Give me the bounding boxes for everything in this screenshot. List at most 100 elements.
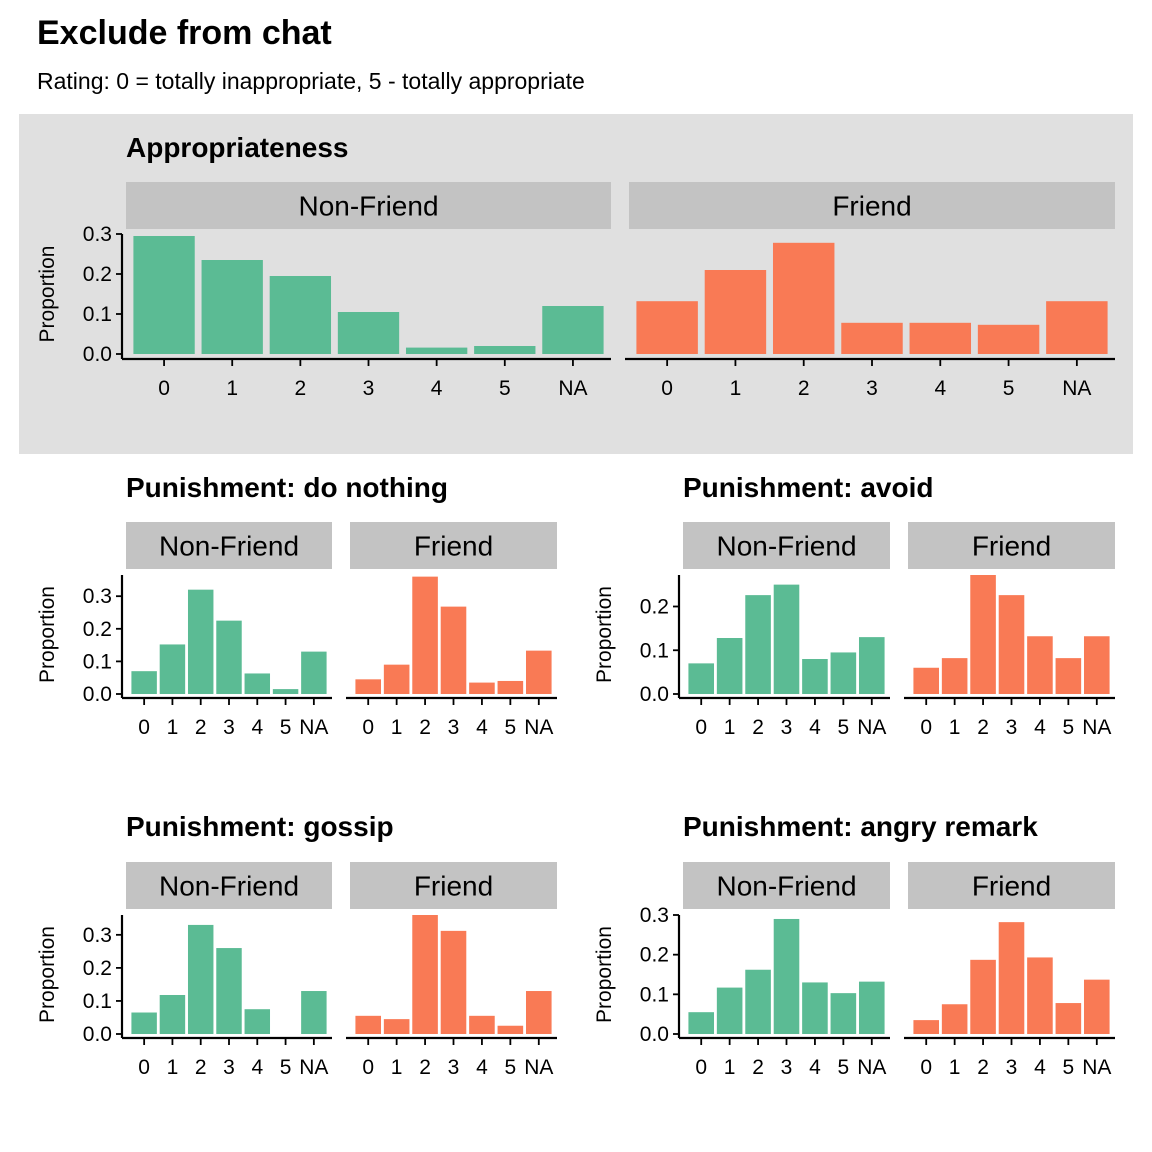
x-tick-label: 0 bbox=[138, 716, 150, 739]
bar-non-friend-2 bbox=[745, 969, 771, 1034]
bar-friend-5 bbox=[1055, 1003, 1082, 1034]
bar-friend-2 bbox=[970, 959, 996, 1034]
facet-strip bbox=[683, 862, 890, 909]
bar-non-friend-1 bbox=[716, 987, 743, 1034]
bar-non-friend-na bbox=[301, 991, 327, 1034]
bar-friend-2 bbox=[970, 575, 996, 694]
x-tick-label: 1 bbox=[730, 377, 742, 400]
bar-non-friend-4 bbox=[244, 1009, 271, 1034]
bar-friend-3 bbox=[998, 922, 1025, 1034]
x-tick-label: 3 bbox=[363, 377, 375, 400]
x-tick-label: 4 bbox=[1034, 716, 1046, 739]
bar-friend-0 bbox=[355, 1015, 382, 1034]
bar-non-friend-na bbox=[301, 651, 327, 694]
x-tick-label: 4 bbox=[809, 1056, 821, 1079]
x-tick-label: 2 bbox=[977, 1056, 989, 1079]
facet-strip bbox=[350, 522, 557, 569]
facet-strip bbox=[908, 862, 1115, 909]
x-tick-label: NA bbox=[299, 1056, 328, 1079]
y-tick-label: 0.3 bbox=[83, 223, 112, 246]
y-tick-label: 0.0 bbox=[640, 683, 669, 706]
facet-strip-label: Non-Friend bbox=[716, 531, 856, 562]
y-axis-label: Proportion bbox=[36, 246, 59, 343]
x-tick-label: 2 bbox=[752, 1056, 764, 1079]
y-tick-label: 0.1 bbox=[83, 303, 112, 326]
bar-non-friend-3 bbox=[773, 918, 800, 1034]
x-tick-label: 0 bbox=[920, 1056, 932, 1079]
x-tick-label: 4 bbox=[809, 716, 821, 739]
bar-non-friend-0 bbox=[131, 1012, 157, 1034]
y-tick-label: 0.0 bbox=[640, 1023, 669, 1046]
x-tick-label: 4 bbox=[431, 377, 443, 400]
y-tick-label: 0.3 bbox=[83, 924, 112, 947]
facet-strip bbox=[126, 862, 332, 909]
bar-non-friend-3 bbox=[216, 620, 242, 694]
x-tick-label: NA bbox=[299, 716, 328, 739]
bar-friend-0 bbox=[355, 679, 382, 694]
bar-non-friend-2 bbox=[269, 276, 332, 354]
y-tick-label: 0.0 bbox=[83, 1023, 112, 1046]
bar-non-friend-1 bbox=[716, 638, 743, 694]
chart-title: Punishment: avoid bbox=[683, 472, 933, 503]
bar-non-friend-0 bbox=[133, 236, 195, 354]
y-tick-label: 0.1 bbox=[83, 650, 112, 673]
facet-strip-label: Non-Friend bbox=[159, 531, 299, 562]
facet-strip bbox=[908, 522, 1115, 569]
y-tick-label: 0.3 bbox=[640, 904, 669, 927]
x-tick-label: 5 bbox=[1063, 1056, 1075, 1079]
bar-non-friend-2 bbox=[187, 589, 214, 694]
bar-non-friend-4 bbox=[802, 659, 828, 694]
x-tick-label: 2 bbox=[798, 377, 810, 400]
bar-friend-5 bbox=[497, 1025, 524, 1034]
x-tick-label: 3 bbox=[781, 1056, 793, 1079]
facet-strip-label: Friend bbox=[972, 871, 1051, 902]
y-tick-label: 0.1 bbox=[83, 990, 112, 1013]
bar-friend-1 bbox=[941, 1004, 968, 1034]
x-tick-label: 0 bbox=[362, 716, 374, 739]
x-tick-label: 2 bbox=[195, 1056, 207, 1079]
bar-friend-1 bbox=[704, 270, 767, 354]
x-tick-label: 0 bbox=[920, 716, 932, 739]
x-tick-label: 0 bbox=[661, 377, 673, 400]
y-tick-label: 0.2 bbox=[83, 618, 112, 641]
chart-title: Appropriateness bbox=[126, 132, 349, 163]
bar-non-friend-2 bbox=[745, 595, 771, 694]
bar-non-friend-3 bbox=[216, 948, 242, 1034]
y-axis-label: Proportion bbox=[593, 586, 616, 683]
bar-non-friend-2 bbox=[187, 924, 214, 1034]
bar-friend-4 bbox=[469, 682, 495, 694]
page-subtitle: Rating: 0 = totally inappropriate, 5 - t… bbox=[37, 68, 585, 94]
bar-friend-4 bbox=[909, 322, 972, 354]
bar-friend-2 bbox=[412, 576, 438, 694]
x-tick-label: 0 bbox=[362, 1056, 374, 1079]
x-tick-label: 1 bbox=[391, 1056, 403, 1079]
bar-non-friend-na bbox=[542, 306, 604, 354]
bar-friend-2 bbox=[412, 915, 438, 1034]
x-tick-label: 3 bbox=[781, 716, 793, 739]
bar-non-friend-1 bbox=[159, 644, 186, 694]
bar-friend-na bbox=[525, 650, 552, 694]
facet-strip bbox=[126, 182, 611, 229]
y-tick-label: 0.1 bbox=[640, 639, 669, 662]
bar-non-friend-1 bbox=[159, 994, 186, 1034]
x-tick-label: 5 bbox=[1003, 377, 1015, 400]
bar-non-friend-0 bbox=[688, 1012, 715, 1034]
x-tick-label: 3 bbox=[223, 1056, 235, 1079]
y-axis-label: Proportion bbox=[593, 926, 616, 1023]
x-tick-label: 3 bbox=[448, 1056, 460, 1079]
chart-punishment-angry-remark: Punishment: angry remark 0.0 0.1 0.2 0.3 Prop… bbox=[593, 811, 1115, 1079]
x-tick-label: 0 bbox=[695, 716, 707, 739]
y-axis-label: Proportion bbox=[36, 926, 59, 1023]
chart-punishment-avoid: Punishment: avoid 0.0 0.1 0.2 Proportion Non-… bbox=[593, 472, 1115, 739]
x-tick-label: 3 bbox=[223, 716, 235, 739]
bar-friend-3 bbox=[440, 930, 467, 1034]
facet-strip-label: Non-Friend bbox=[298, 191, 438, 222]
x-tick-label: 0 bbox=[158, 377, 170, 400]
bar-friend-na bbox=[1046, 301, 1108, 354]
